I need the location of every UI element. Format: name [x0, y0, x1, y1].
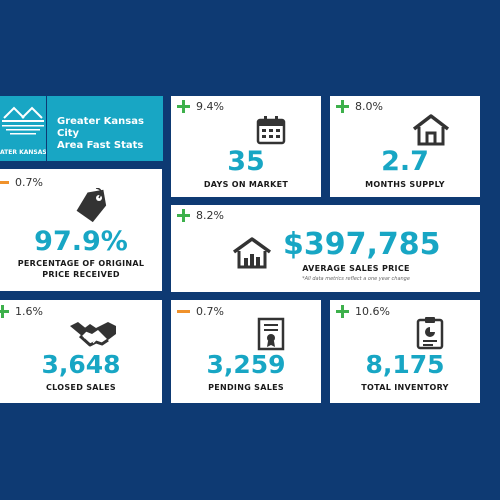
- total-inventory-card: [330, 300, 480, 403]
- days-on-market-value: 35: [227, 146, 265, 177]
- logo-label: ATER KANSAS CITY: [0, 145, 46, 161]
- total-inventory-change-value: 10.6%: [355, 305, 390, 318]
- avg-sales-price-value: $397,785: [283, 227, 441, 262]
- days-on-market-card: [171, 96, 321, 197]
- total-inventory-change: 10.6%: [336, 305, 390, 318]
- months-supply-change-value: 8.0%: [355, 100, 383, 113]
- days-on-market-change-value: 9.4%: [196, 100, 224, 113]
- certificate-icon: [257, 317, 285, 351]
- increase-icon: [177, 100, 190, 113]
- pct-original-price-change-value: 0.7%: [15, 176, 43, 189]
- page-title: Greater Kansas City Area Fast Stats: [47, 96, 163, 161]
- decrease-icon: [0, 181, 9, 184]
- increase-icon: [177, 209, 190, 222]
- house-icon: [412, 114, 450, 146]
- increase-icon: [336, 305, 349, 318]
- increase-icon: [336, 100, 349, 113]
- pct-original-price-value: 97.9%: [34, 226, 128, 257]
- house-chart-icon: [232, 237, 272, 269]
- avg-sales-price-label: AVERAGE SALES PRICE: [302, 264, 410, 273]
- pct-original-price-label-2: PRICE RECEIVED: [42, 270, 120, 279]
- pending-sales-change: 0.7%: [177, 305, 224, 318]
- avg-sales-price-change-value: 8.2%: [196, 209, 224, 222]
- data-note: *All data metrics reflect a one year cha…: [302, 276, 410, 282]
- months-supply-change: 8.0%: [336, 100, 383, 113]
- increase-icon: [0, 305, 9, 318]
- days-on-market-change: 9.4%: [177, 100, 224, 113]
- avg-sales-price-card: [171, 205, 480, 292]
- title-line-1: Greater Kansas City: [57, 116, 144, 139]
- pct-original-price-card: [0, 169, 162, 291]
- total-inventory-label: TOTAL INVENTORY: [361, 383, 449, 392]
- months-supply-value: 2.7: [381, 146, 429, 177]
- pending-sales-change-value: 0.7%: [196, 305, 224, 318]
- avg-sales-price-change: 8.2%: [177, 209, 224, 222]
- pct-original-price-change: 0.7%: [0, 176, 43, 189]
- calendar-icon: [256, 116, 286, 145]
- closed-sales-value: 3,648: [41, 350, 121, 379]
- title-line-2: Area Fast Stats: [57, 140, 144, 151]
- clipboard-chart-icon: [416, 317, 444, 350]
- pending-sales-card: [171, 300, 321, 403]
- closed-sales-label: CLOSED SALES: [45, 383, 116, 392]
- closed-sales-card: [0, 300, 162, 403]
- handshake-icon: [70, 322, 116, 347]
- months-supply-card: [330, 96, 480, 197]
- pct-original-price-label-1: PERCENTAGE OF ORIGINAL: [17, 259, 145, 268]
- decrease-icon: [177, 310, 190, 313]
- realtors-logo-icon: [2, 106, 44, 135]
- pending-sales-value: 3,259: [206, 350, 286, 379]
- months-supply-label: MONTHS SUPPLY: [365, 180, 445, 189]
- days-on-market-label: DAYS ON MARKET: [203, 180, 289, 189]
- closed-sales-change: 1.6%: [0, 305, 43, 318]
- closed-sales-change-value: 1.6%: [15, 305, 43, 318]
- total-inventory-value: 8,175: [365, 350, 445, 379]
- pending-sales-label: PENDING SALES: [208, 383, 284, 392]
- price-tag-icon: [76, 188, 107, 223]
